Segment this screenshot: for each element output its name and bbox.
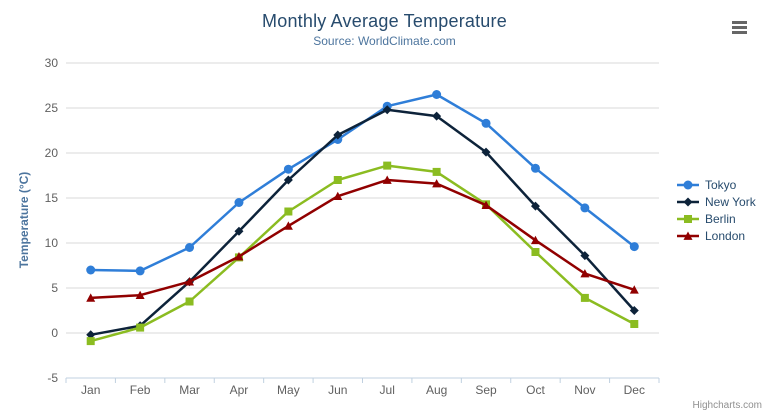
data-point-tokyo[interactable]	[481, 118, 491, 128]
data-point-tokyo[interactable]	[432, 90, 442, 99]
hamburger-bar	[732, 21, 747, 24]
x-axis-tick-label: Aug	[426, 383, 447, 397]
y-axis-tick-label: 25	[45, 101, 59, 115]
data-point-new-york[interactable]	[530, 201, 540, 211]
data-point-new-york[interactable]	[333, 130, 343, 140]
series-line-tokyo	[89, 93, 636, 273]
series-line-london	[89, 178, 636, 300]
data-point-berlin[interactable]	[284, 207, 293, 216]
data-point-berlin[interactable]	[531, 248, 540, 256]
x-axis-tick-label: Dec	[624, 383, 645, 397]
data-point-tokyo[interactable]	[530, 163, 540, 173]
y-axis-tick-label: 0	[51, 326, 58, 340]
x-axis-tick-label: Apr	[230, 383, 249, 397]
y-axis-tick-label: 15	[45, 191, 59, 205]
data-point-tokyo[interactable]	[234, 198, 244, 207]
x-axis-tick-label: Feb	[130, 383, 151, 397]
data-point-london[interactable]	[185, 277, 195, 286]
legend-item-berlin[interactable]: Berlin	[676, 211, 756, 227]
legend-marker-shape[interactable]	[683, 197, 693, 207]
x-axis-tick-label: Sep	[475, 383, 497, 397]
series-line-new-york	[89, 108, 636, 337]
data-point-tokyo[interactable]	[135, 266, 145, 276]
legend-item-tokyo[interactable]: Tokyo	[676, 177, 756, 193]
x-axis-tick-label: Jul	[380, 383, 395, 397]
data-point-berlin[interactable]	[333, 176, 342, 184]
x-axis-tick-label: Jun	[328, 383, 347, 397]
data-point-new-york[interactable]	[629, 306, 639, 315]
series-tokyo	[86, 90, 639, 276]
data-point-new-york[interactable]	[580, 251, 590, 261]
legend-marker-shape[interactable]	[684, 215, 692, 223]
data-point-tokyo[interactable]	[283, 164, 293, 174]
chart-subtitle: Source: WorldClimate.com	[313, 34, 456, 48]
legend-label: Berlin	[705, 212, 736, 226]
legend-marker-shape[interactable]	[683, 180, 693, 190]
hamburger-bar	[732, 26, 747, 29]
x-axis-tick-label: Nov	[574, 383, 595, 397]
legend-label: New York	[705, 195, 756, 209]
data-point-london[interactable]	[382, 175, 392, 184]
y-axis-tick-label: 30	[45, 56, 59, 70]
series-line-berlin	[89, 164, 636, 343]
data-point-london[interactable]	[86, 293, 96, 302]
data-point-tokyo[interactable]	[86, 265, 96, 275]
data-point-london[interactable]	[135, 290, 145, 300]
data-point-berlin[interactable]	[136, 323, 145, 332]
data-point-berlin[interactable]	[86, 337, 95, 346]
export-menu-icon[interactable]	[732, 21, 747, 34]
data-point-berlin[interactable]	[630, 320, 639, 328]
data-point-berlin[interactable]	[185, 297, 194, 306]
legend-marker-square-icon	[677, 215, 699, 223]
x-axis-tick-label: May	[277, 383, 300, 397]
x-axis-tick-label: Jan	[81, 383, 100, 397]
legend-item-new-york[interactable]: New York	[676, 194, 756, 210]
legend-item-london[interactable]: London	[676, 228, 756, 244]
legend-marker-circle-icon	[677, 180, 699, 190]
data-point-london[interactable]	[580, 269, 590, 278]
data-point-london[interactable]	[333, 191, 343, 201]
data-point-berlin[interactable]	[383, 161, 392, 170]
legend-label: London	[705, 229, 746, 243]
legend-marker-diamond-icon	[677, 197, 699, 207]
legend-label: Tokyo	[705, 178, 737, 192]
data-point-berlin[interactable]	[432, 167, 441, 176]
data-point-london[interactable]	[530, 235, 540, 245]
hamburger-bar	[732, 31, 747, 34]
data-point-new-york[interactable]	[283, 175, 293, 185]
y-axis-tick-label: 5	[51, 281, 58, 295]
data-point-new-york[interactable]	[382, 105, 392, 115]
y-axis-tick-label: 20	[45, 146, 59, 160]
x-axis-tick-label: Mar	[179, 383, 200, 397]
data-point-london[interactable]	[283, 221, 293, 230]
y-axis-tick-label: 10	[45, 236, 59, 250]
data-point-london[interactable]	[234, 252, 244, 261]
data-point-london[interactable]	[629, 285, 639, 294]
data-point-london[interactable]	[432, 179, 442, 188]
data-point-new-york[interactable]	[86, 330, 96, 340]
data-point-tokyo[interactable]	[185, 243, 195, 252]
data-point-new-york[interactable]	[234, 226, 244, 236]
chart-title: Monthly Average Temperature	[262, 11, 507, 31]
highcharts-credits-link[interactable]: Highcharts.com	[692, 400, 762, 411]
data-point-berlin[interactable]	[580, 293, 589, 302]
legend-marker-shape[interactable]	[683, 231, 693, 240]
series-new-york	[86, 105, 639, 340]
data-point-new-york[interactable]	[432, 111, 442, 121]
series-london	[86, 175, 639, 302]
data-point-london[interactable]	[481, 200, 491, 210]
x-axis-tick-label: Oct	[526, 383, 545, 397]
data-point-tokyo[interactable]	[629, 242, 639, 252]
data-point-new-york[interactable]	[481, 147, 491, 157]
data-point-tokyo[interactable]	[580, 203, 590, 213]
legend-marker-triangle-icon	[677, 231, 699, 240]
y-axis-tick-label: -5	[47, 371, 58, 385]
legend: Tokyo New York Berlin London	[676, 177, 756, 245]
